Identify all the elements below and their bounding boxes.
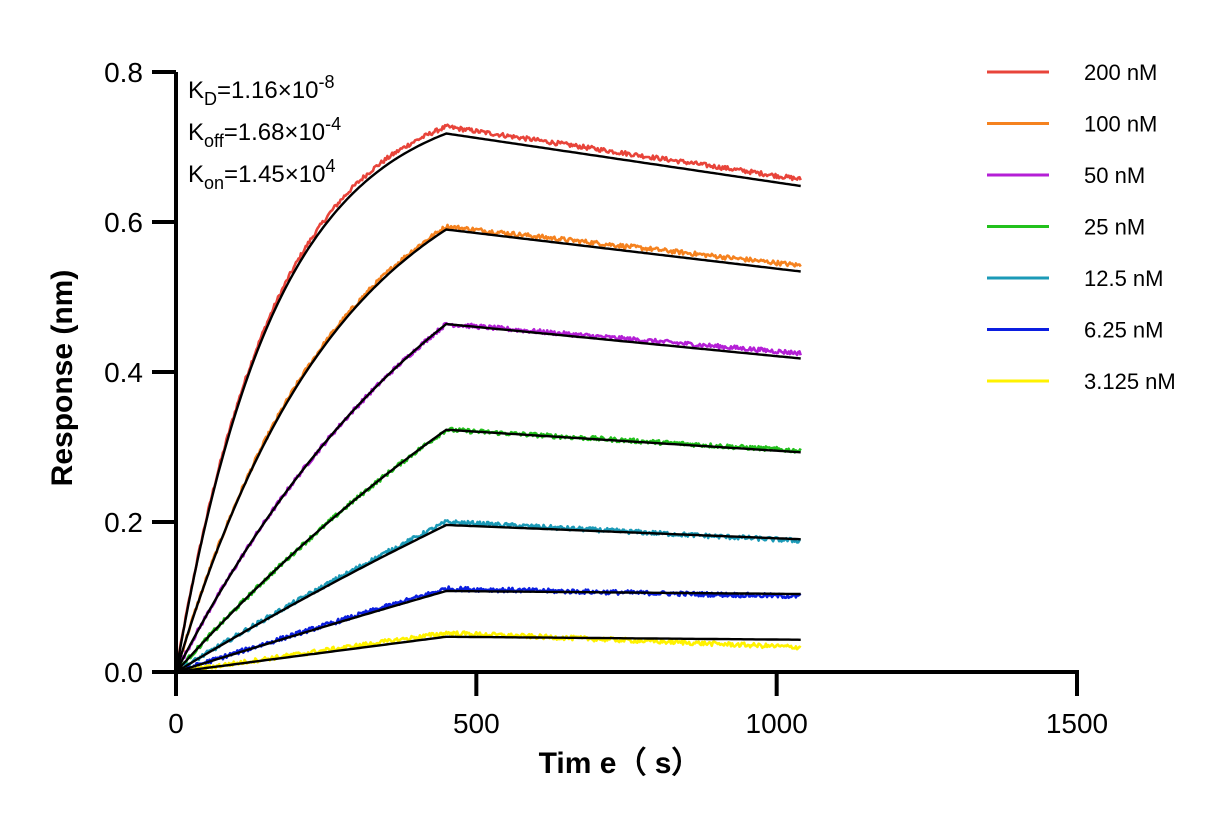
kinetic-constant-off: Koff=1.68×10-4 xyxy=(188,114,341,151)
x-tick-label: 1000 xyxy=(746,708,808,739)
x-tick-label: 500 xyxy=(453,708,500,739)
legend-label: 3.125 nM xyxy=(1084,369,1176,394)
x-tick-label: 0 xyxy=(168,708,184,739)
fit-line-4 xyxy=(175,523,801,674)
y-tick-label: 0.2 xyxy=(104,507,143,538)
series-line-5 xyxy=(175,585,802,674)
legend-label: 200 nM xyxy=(1084,60,1157,85)
series-line-0 xyxy=(174,123,802,673)
series-line-2 xyxy=(175,321,802,674)
fit-line-1 xyxy=(174,228,801,673)
legend-label: 6.25 nM xyxy=(1084,318,1164,343)
legend-label: 25 nM xyxy=(1084,215,1145,240)
fit-line-0 xyxy=(174,132,801,673)
y-tick-label: 0.6 xyxy=(104,207,143,238)
legend-label: 100 nM xyxy=(1084,112,1157,137)
kinetic-constant-D: KD=1.16×10-8 xyxy=(188,72,334,109)
fit-line-3 xyxy=(175,428,801,673)
fit-line-5 xyxy=(175,589,801,674)
y-tick-label: 0.8 xyxy=(104,57,143,88)
fit-line-2 xyxy=(174,322,801,673)
y-tick-label: 0.0 xyxy=(104,657,143,688)
x-tick-label: 1500 xyxy=(1046,708,1108,739)
series-line-1 xyxy=(174,223,802,673)
x-axis-title: Tim e（ s） xyxy=(539,746,702,780)
kinetics-annotations: KD=1.16×10-8 Koff=1.68×10-4 Kon=1.45×104 xyxy=(188,72,341,193)
y-axis-title: Response (nm) xyxy=(46,270,79,487)
legend-label: 12.5 nM xyxy=(1084,266,1164,291)
legend-label: 50 nM xyxy=(1084,163,1145,188)
tick-layer: 0 500 1000 1500 0.0 0.2 0.4 0.6 0.8 xyxy=(104,57,1108,739)
y-tick-label: 0.4 xyxy=(104,357,143,388)
fit-line-6 xyxy=(175,635,801,674)
kinetic-constant-on: Kon=1.45×104 xyxy=(188,156,336,193)
legend: 200 nM 100 nM 50 nM 25 nM 12.5 nM 6.25 nM 3.12… xyxy=(987,60,1176,394)
fit-layer xyxy=(174,132,801,674)
